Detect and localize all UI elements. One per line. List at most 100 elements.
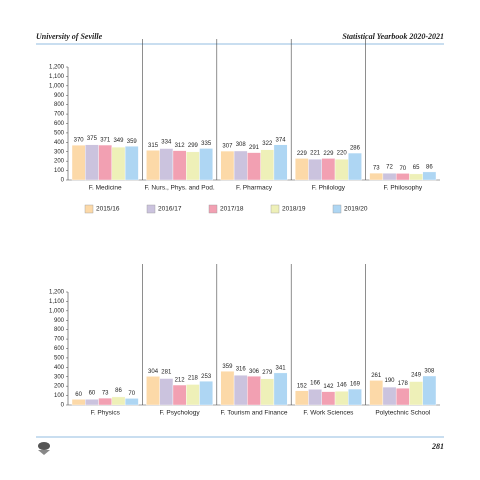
value-label: 312: [175, 143, 186, 149]
value-label: 299: [188, 143, 199, 149]
bar: [111, 146, 126, 181]
bar: [334, 391, 349, 406]
y-tick-label: 800: [54, 327, 65, 333]
value-label: 359: [127, 139, 138, 145]
y-tick-label: 700: [54, 112, 65, 118]
y-tick-label: 900: [54, 318, 65, 324]
y-tick-label: 100: [54, 393, 65, 399]
page-number: 281: [431, 442, 444, 451]
bar: [124, 398, 139, 406]
y-tick-label: 1,100: [49, 299, 65, 305]
value-label: 371: [100, 138, 111, 144]
bar: [382, 386, 397, 406]
bar: [334, 159, 349, 181]
value-label: 249: [411, 373, 422, 379]
bar: [98, 144, 113, 181]
value-label: 291: [249, 145, 260, 151]
bar: [247, 375, 261, 406]
header-right: Statistical Yearbook 2020-2021: [342, 32, 444, 41]
y-tick-label: 300: [54, 374, 65, 380]
value-label: 308: [424, 369, 435, 375]
value-label: 190: [385, 378, 396, 384]
x-tick-label: F. Philosophy: [383, 185, 422, 192]
value-label: 60: [89, 390, 96, 396]
value-label: 359: [222, 364, 233, 370]
bar: [233, 150, 248, 181]
x-tick-label: F. Tourism and Finance: [220, 410, 287, 417]
value-label: 375: [87, 136, 98, 142]
value-label: 335: [201, 141, 212, 147]
value-label: 279: [262, 370, 273, 376]
bar: [71, 144, 86, 181]
bar: [348, 152, 362, 181]
legend-label: 2018/19: [282, 206, 306, 213]
legend-label: 2015/16: [96, 206, 120, 213]
value-label: 73: [102, 391, 109, 397]
x-tick-label: F. Psychology: [160, 410, 201, 417]
bar: [71, 399, 86, 406]
y-tick-label: 400: [54, 365, 65, 371]
value-label: 261: [371, 373, 382, 379]
value-label: 374: [276, 137, 287, 143]
bar: [395, 388, 410, 406]
y-tick-label: 600: [54, 346, 65, 352]
value-label: 221: [310, 150, 321, 156]
bar: [260, 149, 275, 181]
value-label: 220: [337, 150, 348, 156]
legend-swatch: [84, 204, 94, 214]
bar: [159, 378, 174, 406]
header-left: University of Seville: [36, 32, 103, 41]
value-label: 152: [297, 383, 308, 389]
value-label: 73: [373, 166, 380, 172]
legend-swatch: [270, 204, 280, 214]
bar: [85, 399, 99, 406]
bar: [321, 391, 336, 406]
bar: [382, 173, 397, 181]
x-tick-label: F. Nurs., Phys. and Pod.: [145, 185, 215, 192]
x-tick-label: F. Medicine: [89, 185, 122, 192]
bar: [308, 389, 322, 406]
value-label: 341: [276, 365, 287, 371]
value-label: 307: [222, 144, 233, 150]
logo: [38, 442, 50, 455]
value-label: 60: [75, 392, 82, 398]
y-tick-label: 500: [54, 355, 65, 361]
value-label: 86: [426, 164, 433, 170]
value-label: 315: [148, 143, 159, 149]
bar: [220, 150, 235, 181]
value-label: 334: [161, 140, 172, 146]
value-label: 142: [323, 384, 334, 390]
bar: [295, 390, 309, 406]
bar: [422, 375, 437, 406]
legend-label: 2016/17: [158, 206, 182, 213]
value-label: 70: [399, 166, 406, 172]
y-tick-label: 0: [61, 403, 65, 409]
bar: [146, 376, 160, 406]
value-label: 218: [188, 376, 199, 382]
y-tick-label: 1,200: [49, 65, 65, 71]
x-tick-label: F. Physics: [91, 410, 121, 417]
legend-label: 2019/20: [344, 206, 368, 213]
value-label: 65: [413, 165, 420, 171]
bar: [172, 150, 187, 181]
bar: [422, 171, 437, 181]
y-tick-label: 300: [54, 149, 65, 155]
bar: [199, 380, 214, 406]
bar: [260, 378, 275, 406]
x-tick-label: F. Philology: [312, 185, 346, 192]
bar: [395, 173, 410, 181]
value-label: 229: [323, 151, 334, 157]
bar: [409, 381, 423, 406]
y-tick-label: 1,100: [49, 74, 65, 80]
legend-swatch: [146, 204, 156, 214]
value-label: 86: [115, 388, 122, 394]
legend-label: 2017/18: [220, 206, 244, 213]
bar: [321, 158, 336, 181]
value-label: 281: [161, 370, 172, 376]
value-label: 316: [236, 366, 247, 372]
bar: [98, 397, 113, 406]
value-label: 146: [337, 382, 348, 388]
value-label: 322: [262, 141, 273, 147]
legend-swatch: [208, 204, 218, 214]
